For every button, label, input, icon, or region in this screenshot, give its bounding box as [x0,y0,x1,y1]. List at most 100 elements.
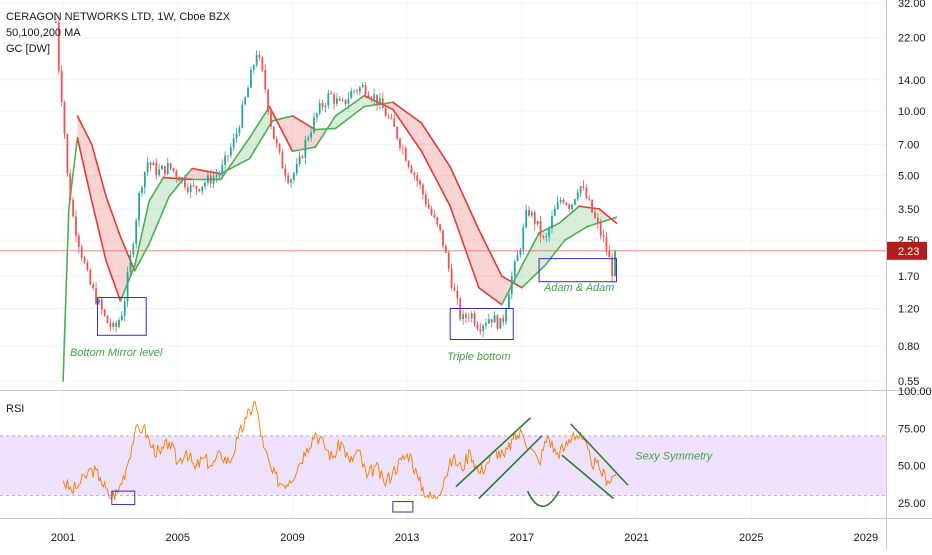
candle-body [195,186,198,190]
candle-body [410,166,413,174]
ma-slow-line [105,195,122,238]
candle-body [198,189,201,192]
ma-fast-line [449,205,480,289]
annotation-label: Triple bottom [447,351,510,363]
candle-body [163,165,166,175]
candle-body [141,187,143,193]
ma-cloud [77,115,135,300]
candle-body [287,175,290,183]
x-tick-label: 2029 [854,532,878,544]
candle-body [57,22,60,71]
candle-body [290,179,292,183]
candle-body [92,284,95,288]
candle-body [146,162,149,173]
candle-body [252,65,255,71]
candle-body [241,104,244,128]
candle-body [149,162,152,166]
candle-body [358,87,361,92]
candle-body [301,156,304,158]
legend-gc[interactable]: GC [DW] [6,43,50,55]
candle-body [166,163,169,175]
candle-body [120,315,123,321]
candle-body [568,204,571,210]
ma-fast-line [314,115,337,148]
candle-body [132,243,135,255]
candle-body [212,176,215,184]
candle-body [235,133,238,139]
annotation-label: Bottom Mirror level [70,347,163,359]
candle-body [229,147,232,156]
ma-slow-line [334,105,365,130]
rsi-legend[interactable]: RSI [6,403,25,415]
candle-body [72,199,75,217]
candle-body [591,199,594,213]
ma-fast-line [219,137,251,181]
candle-body [333,94,335,104]
rsi-tick-label: 100.00 [898,386,932,398]
candle-body [143,172,146,188]
y-tick-label: 1.70 [898,271,919,283]
candle-body [175,170,178,178]
candle-body [186,187,189,192]
candle-body [292,173,295,180]
candle-body [396,126,399,139]
rsi-pane: Sexy Symmetry [0,400,886,513]
last-price-tag [887,241,927,260]
candle-body [502,318,505,322]
candle-body [436,217,439,225]
candle-body [201,186,204,192]
candle-body [227,155,229,157]
candle-body [456,290,459,299]
ma-slow-line [392,101,423,124]
legend-symbol[interactable]: CERAGON NETWORKS LTD, 1W, Cboe BZX [6,11,231,23]
candle-body [582,186,585,188]
candle-body [336,98,338,104]
candle-body [479,328,482,332]
candle-body [272,126,275,140]
y-tick-label: 3.50 [898,204,919,216]
ma-fast-line [105,260,122,302]
candle-body [221,164,224,175]
candle-body [422,184,424,195]
ma-slow-line [420,122,451,168]
candle-body [588,198,591,200]
candle-body [278,143,281,152]
candle-body [493,315,496,323]
candle-body [467,317,470,319]
chart-legend: CERAGON NETWORKS LTD, 1W, Cboe BZX 50,10… [6,9,230,57]
candle-body [490,319,493,323]
annotation-box [449,308,514,341]
ma-slow-line [168,167,193,198]
candle-body [304,139,307,158]
candle-body [112,322,115,327]
x-tick-label: 2013 [395,532,419,544]
ma-fast-line [521,232,540,267]
ma-slow-line [314,127,337,131]
candle-body [361,85,364,88]
candle-body [215,175,218,177]
candle-body [204,183,206,187]
ma-fast-line [62,208,70,382]
ma-slow-line [148,195,170,245]
rsi-tick-label: 25.00 [898,498,926,510]
candle-body [401,147,404,149]
ma-fast-line [291,146,317,153]
candle-body [181,177,183,182]
candle-body [413,173,416,176]
candle-body [178,177,181,182]
candle-body [470,313,473,319]
candle-body [465,314,467,318]
candle-body [482,325,485,332]
candle-body [522,227,525,250]
candle-body [284,168,287,176]
candle-body [109,323,112,327]
legend-ma[interactable]: 50,100,200 MA [6,27,81,39]
candle-body [63,102,66,134]
candle-body [605,237,608,251]
candle-body [556,201,559,209]
candle-body [129,254,132,273]
candle-body [476,324,479,329]
candle-body [516,254,519,262]
rsi-tick-label: 75.00 [898,423,926,435]
